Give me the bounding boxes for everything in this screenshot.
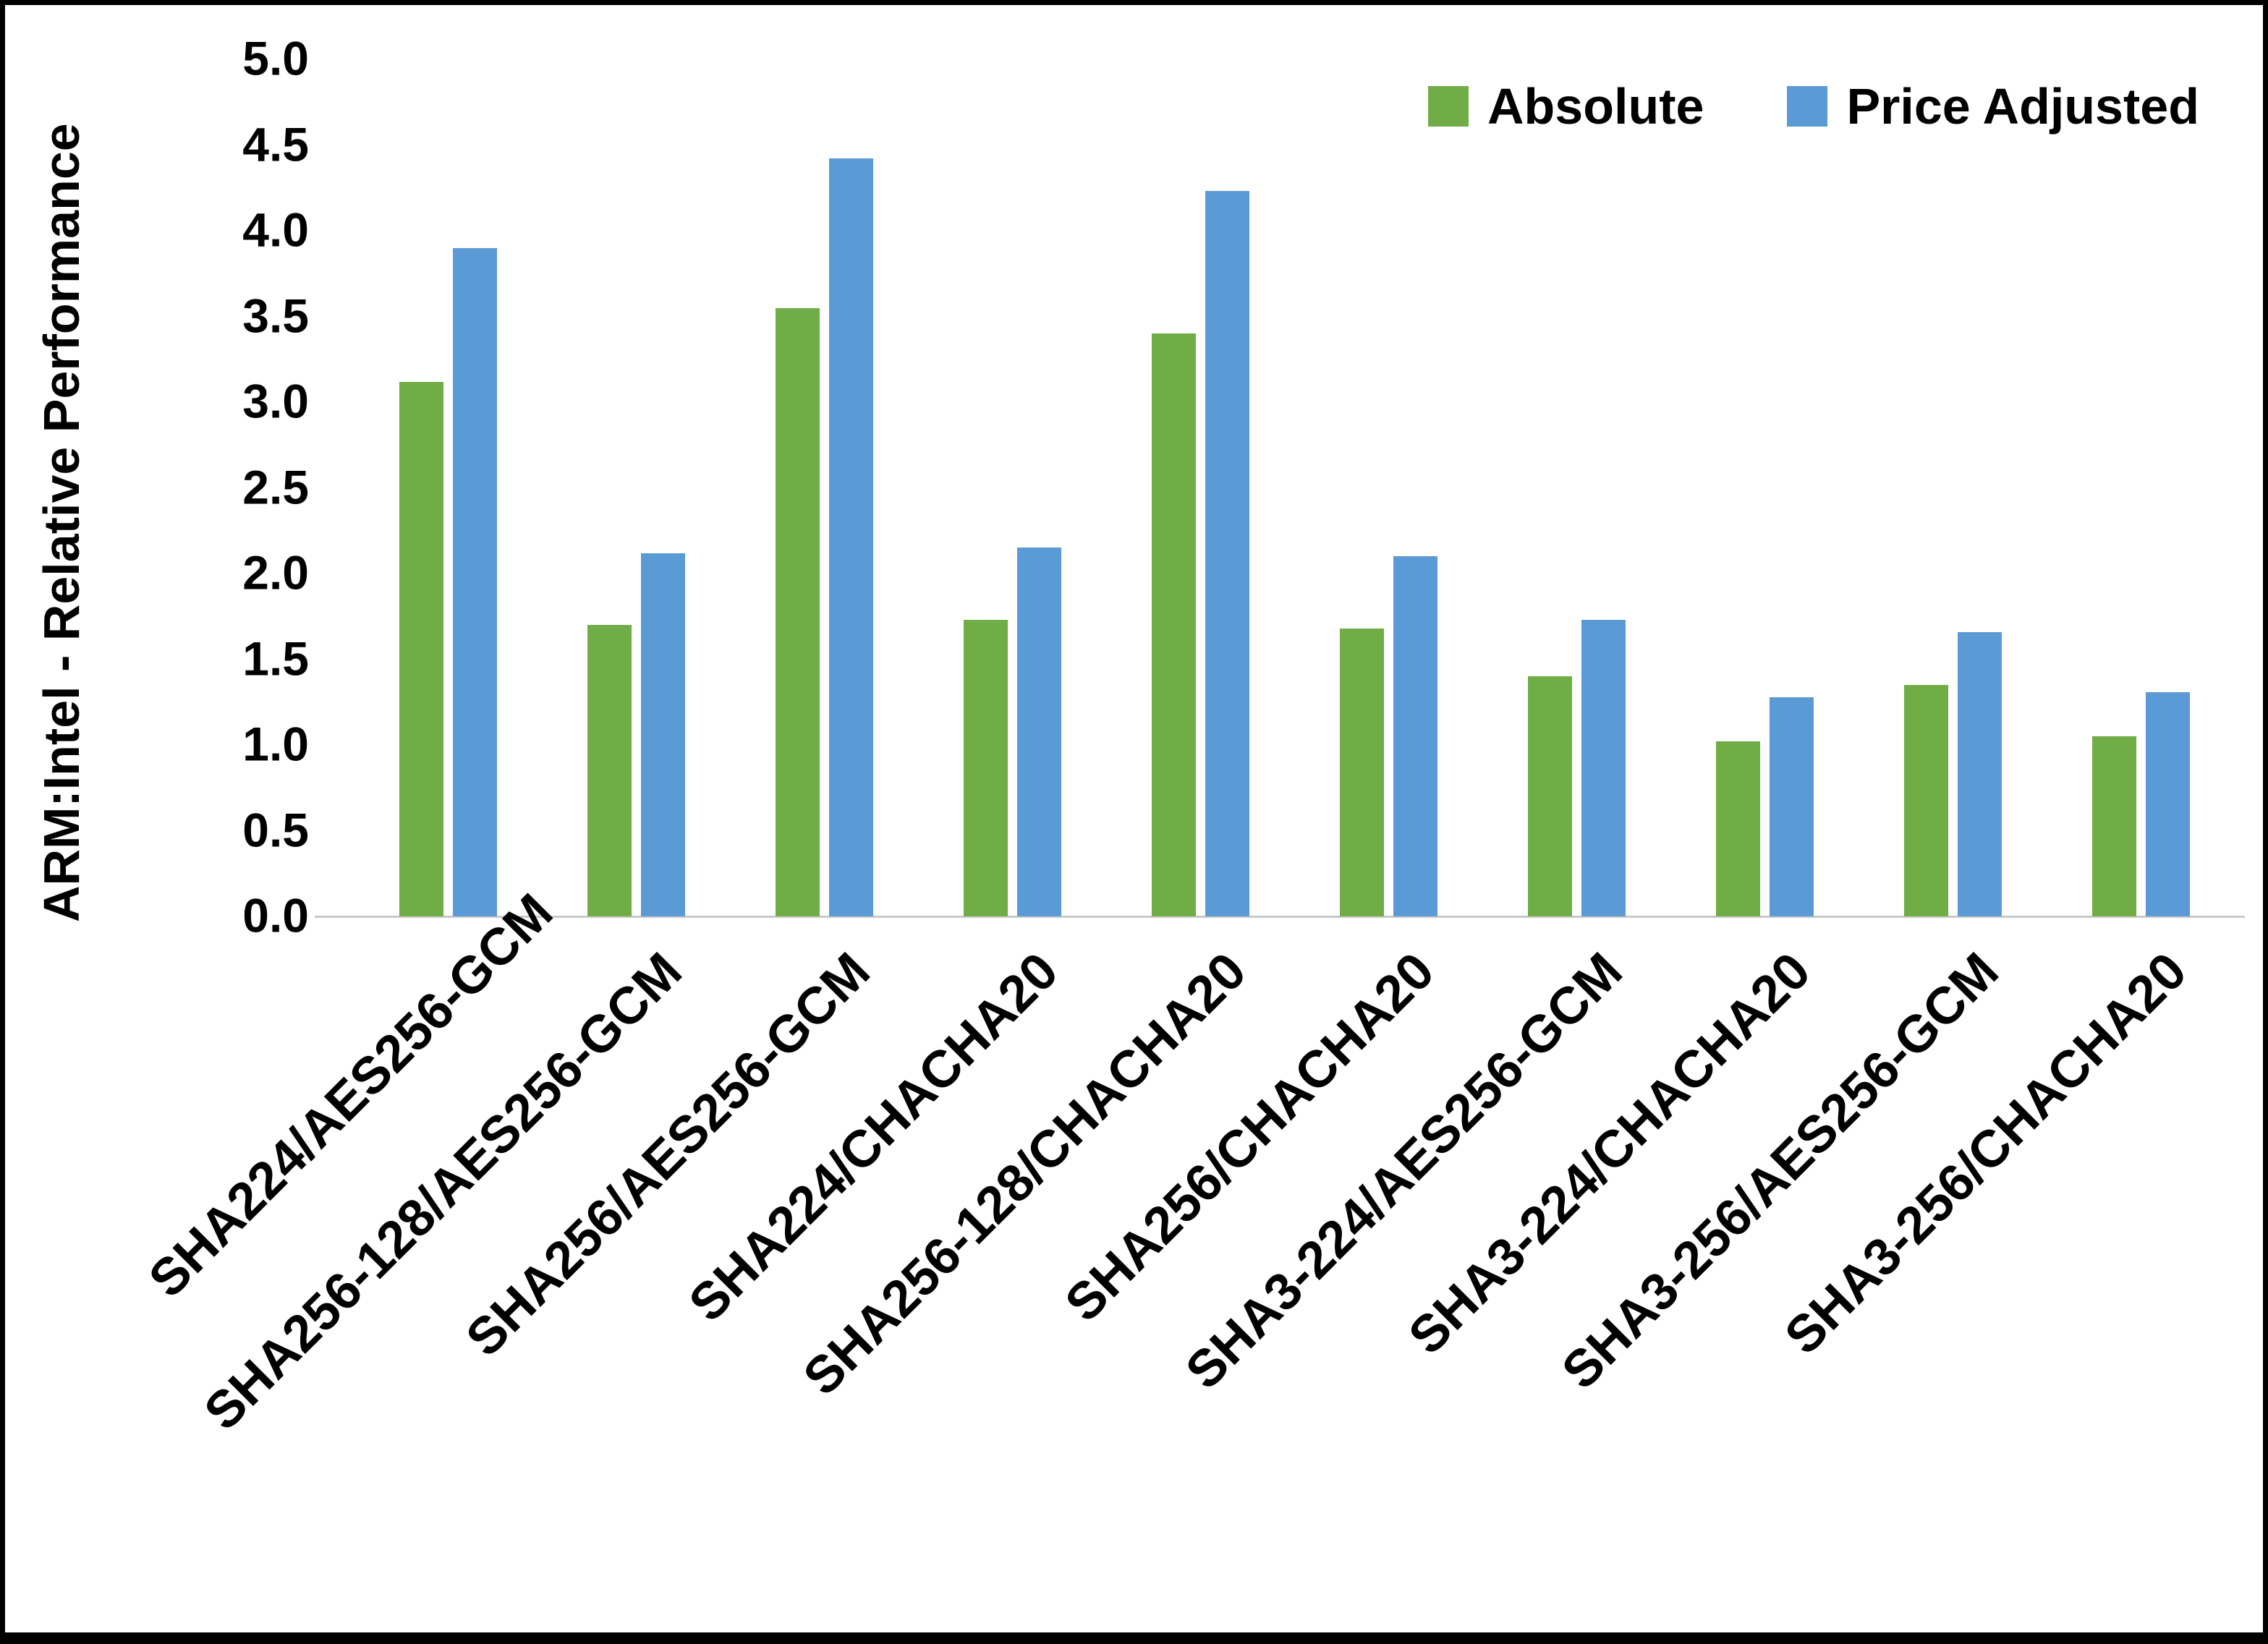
bar-absolute bbox=[1903, 685, 1948, 916]
y-tick-label: 1.0 bbox=[242, 717, 309, 771]
y-tick-label: 4.0 bbox=[242, 203, 309, 257]
y-tick-label: 0.0 bbox=[242, 888, 309, 942]
bar-absolute bbox=[775, 307, 820, 916]
y-tick-label: 1.5 bbox=[242, 631, 309, 685]
x-axis-line bbox=[315, 916, 2245, 918]
bar-price-adjusted bbox=[1957, 631, 2002, 916]
y-tick-label: 2.5 bbox=[242, 459, 309, 514]
bar-price-adjusted bbox=[640, 553, 685, 916]
x-category-label: SHA224/AES256-GCM bbox=[137, 882, 564, 1309]
bar-absolute bbox=[1527, 676, 1572, 916]
bar-absolute bbox=[587, 625, 632, 916]
legend-swatch-absolute-icon bbox=[1428, 86, 1469, 127]
legend-label-price-adjusted: Price Adjusted bbox=[1846, 78, 2199, 135]
y-tick-label: 0.5 bbox=[242, 802, 309, 856]
bar-absolute bbox=[963, 619, 1008, 916]
bar-absolute bbox=[399, 381, 443, 916]
bar-price-adjusted bbox=[1393, 556, 1437, 916]
bar-price-adjusted bbox=[1016, 548, 1061, 916]
bar-price-adjusted bbox=[1769, 697, 1814, 916]
y-tick-label: 3.5 bbox=[242, 288, 309, 342]
legend-label-absolute: Absolute bbox=[1487, 78, 1704, 135]
y-tick-label: 3.0 bbox=[242, 374, 309, 428]
legend: Absolute Price Adjusted bbox=[1428, 77, 2199, 135]
legend-item-price-adjusted: Price Adjusted bbox=[1787, 77, 2199, 135]
bar-price-adjusted bbox=[2145, 691, 2190, 916]
y-axis-tick-labels: 5.0 4.5 4.0 3.5 3.0 2.5 2.0 1.5 1.0 0.5 0.0 bbox=[5, 5, 309, 981]
bar-price-adjusted bbox=[452, 247, 497, 916]
bar-absolute bbox=[1151, 333, 1196, 916]
legend-item-absolute: Absolute bbox=[1428, 77, 1704, 135]
bar-absolute bbox=[2091, 736, 2136, 916]
bar-absolute bbox=[1339, 628, 1384, 916]
y-tick-label: 4.5 bbox=[242, 116, 309, 171]
legend-swatch-price-adjusted-icon bbox=[1787, 86, 1828, 127]
y-tick-label: 5.0 bbox=[242, 31, 309, 85]
bar-price-adjusted bbox=[828, 158, 873, 916]
y-tick-label: 2.0 bbox=[242, 545, 309, 600]
bar-absolute bbox=[1715, 741, 1760, 916]
bar-price-adjusted bbox=[1581, 619, 1626, 916]
bar-price-adjusted bbox=[1205, 191, 1249, 916]
